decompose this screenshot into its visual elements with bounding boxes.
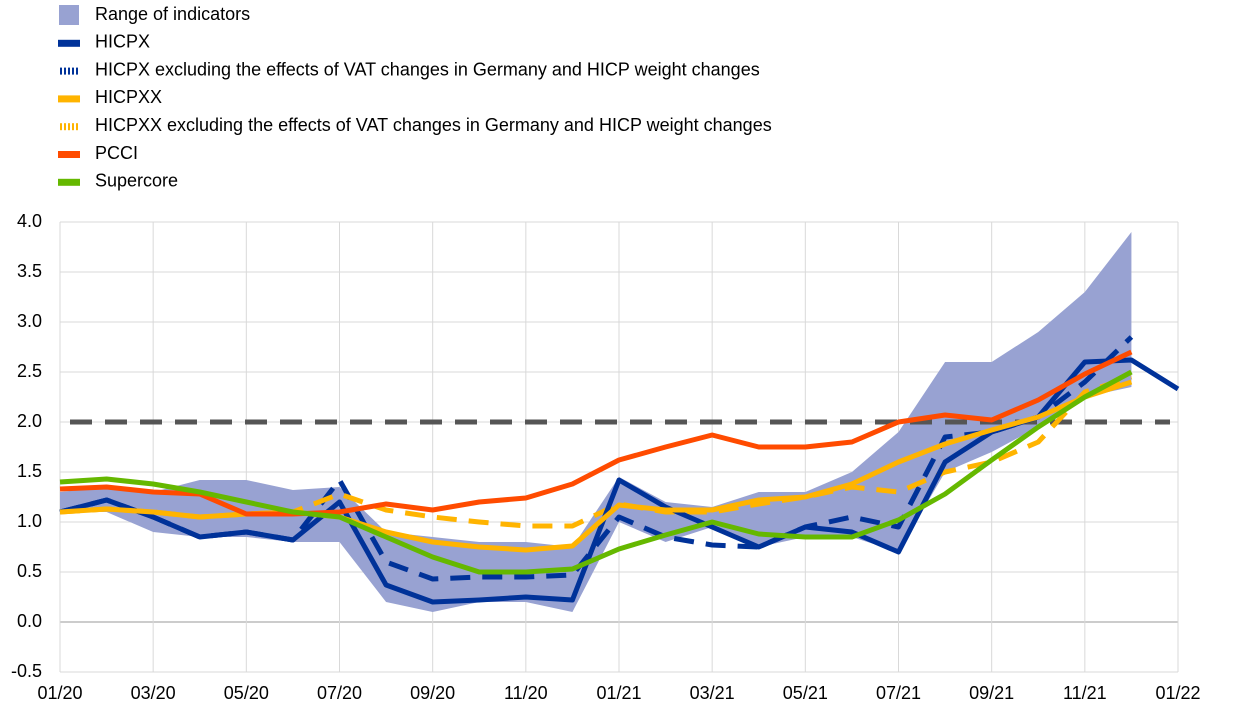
series-line [59,369,1133,575]
y-tick-label: 1.0 [17,511,42,531]
y-tick-label: 3.0 [17,311,42,331]
x-tick-label: 09/20 [410,683,455,703]
y-tick-label: 1.5 [17,461,42,481]
x-tick-label: 07/21 [876,683,921,703]
x-tick-label: 05/20 [224,683,269,703]
y-tick-label: -0.5 [11,661,42,681]
x-tick-label: 03/21 [690,683,735,703]
legend-swatch [59,5,79,25]
legend-label: Supercore [95,171,178,191]
legend-label: HICPXX [95,87,162,107]
x-tick-label: 01/22 [1155,683,1200,703]
x-tick-label: 09/21 [969,683,1014,703]
series-line [59,379,1133,553]
y-tick-label: 2.0 [17,411,42,431]
legend-swatch [58,123,80,131]
x-tick-label: 01/21 [596,683,641,703]
x-tick-label: 11/20 [504,683,548,703]
x-tick-label: 07/20 [317,683,362,703]
legend-label: HICPX excluding the effects of VAT chang… [95,59,760,79]
x-tick-label: 01/20 [37,683,82,703]
legend-label: HICPXX excluding the effects of VAT chan… [95,115,772,135]
y-tick-label: 0.0 [17,611,42,631]
legend-label: PCCI [95,143,138,163]
y-tick-label: 0.5 [17,561,42,581]
legend-label: Range of indicators [95,4,250,24]
legend-swatch [58,67,80,75]
y-tick-label: 2.5 [17,361,42,381]
legend-label: HICPX [95,32,150,52]
legend-swatch [58,39,80,47]
x-tick-label: 05/21 [783,683,828,703]
legend-swatch [58,151,80,158]
legend-swatch [58,95,80,103]
x-tick-label: 11/21 [1063,683,1107,703]
y-tick-label: 4.0 [17,211,42,231]
legend-swatch [58,178,80,186]
series-line [59,349,1133,517]
x-tick-label: 03/20 [131,683,176,703]
y-tick-label: 3.5 [17,261,42,281]
